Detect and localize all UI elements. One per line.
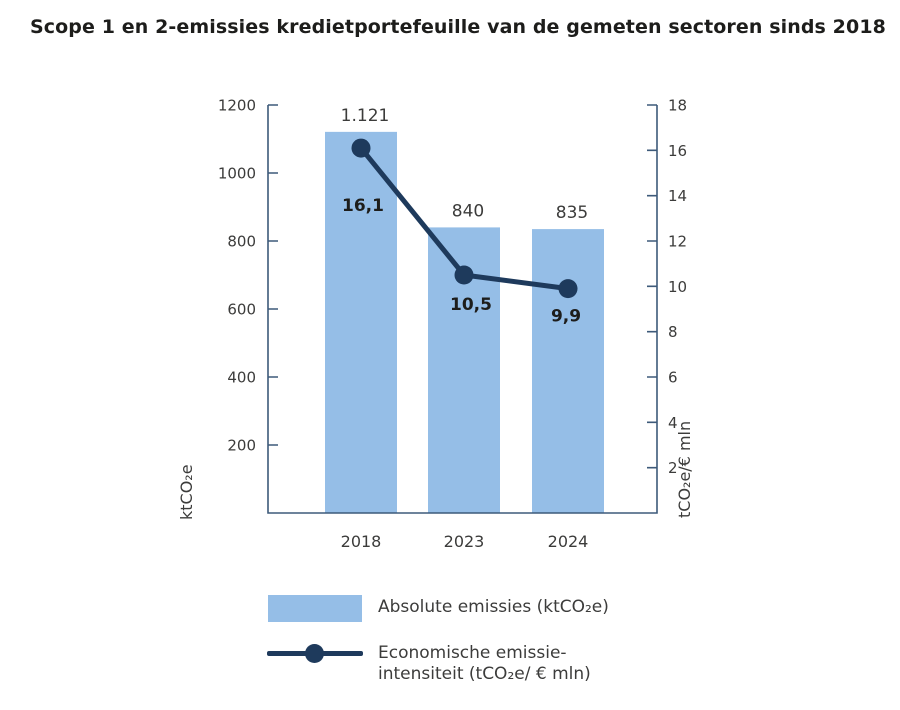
intensity-point-2023: [454, 265, 474, 285]
legend-line-dot-icon: [305, 644, 324, 663]
legend-line-swatch: [267, 644, 363, 663]
right-axis-tick-label: 2: [668, 459, 678, 477]
right-axis-tick-label: 14: [668, 187, 687, 205]
left-axis-tick-label: 1000: [218, 165, 256, 183]
emissions-combo-chart: 200 400 600 800 1000 1200 2 4 6 8 10 12 14 16 18 2018 20…: [218, 97, 687, 552]
left-axis-tick-label: 400: [227, 369, 256, 387]
chart-title: Scope 1 en 2-emissies kredietportefeuill…: [30, 16, 886, 38]
axis-ticks: [268, 104, 657, 469]
legend-bar-label: Absolute emissies (ktCO₂e): [378, 597, 609, 617]
intensity-point-2018: [351, 138, 371, 158]
right-axis-unit-label: tCO₂e/€ mln: [675, 420, 694, 518]
left-axis-tick-label: 600: [227, 301, 256, 319]
x-axis-label-2024: 2024: [548, 532, 589, 551]
left-axis-tick-label: 200: [227, 437, 256, 455]
legend-bar-swatch: [268, 595, 362, 622]
bar-value-label-2023: 840: [452, 201, 484, 221]
bar-value-label-2018: 1.121: [341, 106, 390, 126]
intensity-value-label-2024: 9,9: [551, 307, 581, 327]
left-axis-unit-label: ktCO₂e: [177, 464, 196, 520]
legend-line-label: Economische emissie- intensiteit (tCO₂e/…: [378, 643, 591, 685]
right-axis-tick-label: 18: [668, 97, 687, 115]
x-axis-label-2023: 2023: [444, 532, 485, 551]
legend-line-label-line1: Economische emissie-: [378, 643, 567, 663]
right-axis-tick-label: 12: [668, 233, 687, 251]
bar-2018: [325, 131, 397, 514]
intensity-point-2024: [558, 279, 578, 299]
right-axis-tick-label: 6: [668, 369, 678, 387]
bar-2024: [532, 229, 604, 513]
left-axis-tick-label: 800: [227, 233, 256, 251]
right-axis-tick-label: 4: [668, 414, 678, 432]
bar-value-label-2024: 835: [556, 203, 588, 223]
right-axis-tick-label: 16: [668, 142, 687, 160]
left-axis-tick-label: 1200: [218, 97, 256, 115]
right-axis-tick-label: 10: [668, 278, 687, 296]
intensity-value-label-2023: 10,5: [450, 295, 492, 315]
x-axis-label-2018: 2018: [341, 532, 382, 551]
intensity-value-label-2018: 16,1: [342, 196, 384, 216]
legend-line-label-line2: intensiteit (tCO₂e/ € mln): [378, 664, 591, 684]
right-axis-tick-label: 8: [668, 323, 678, 341]
